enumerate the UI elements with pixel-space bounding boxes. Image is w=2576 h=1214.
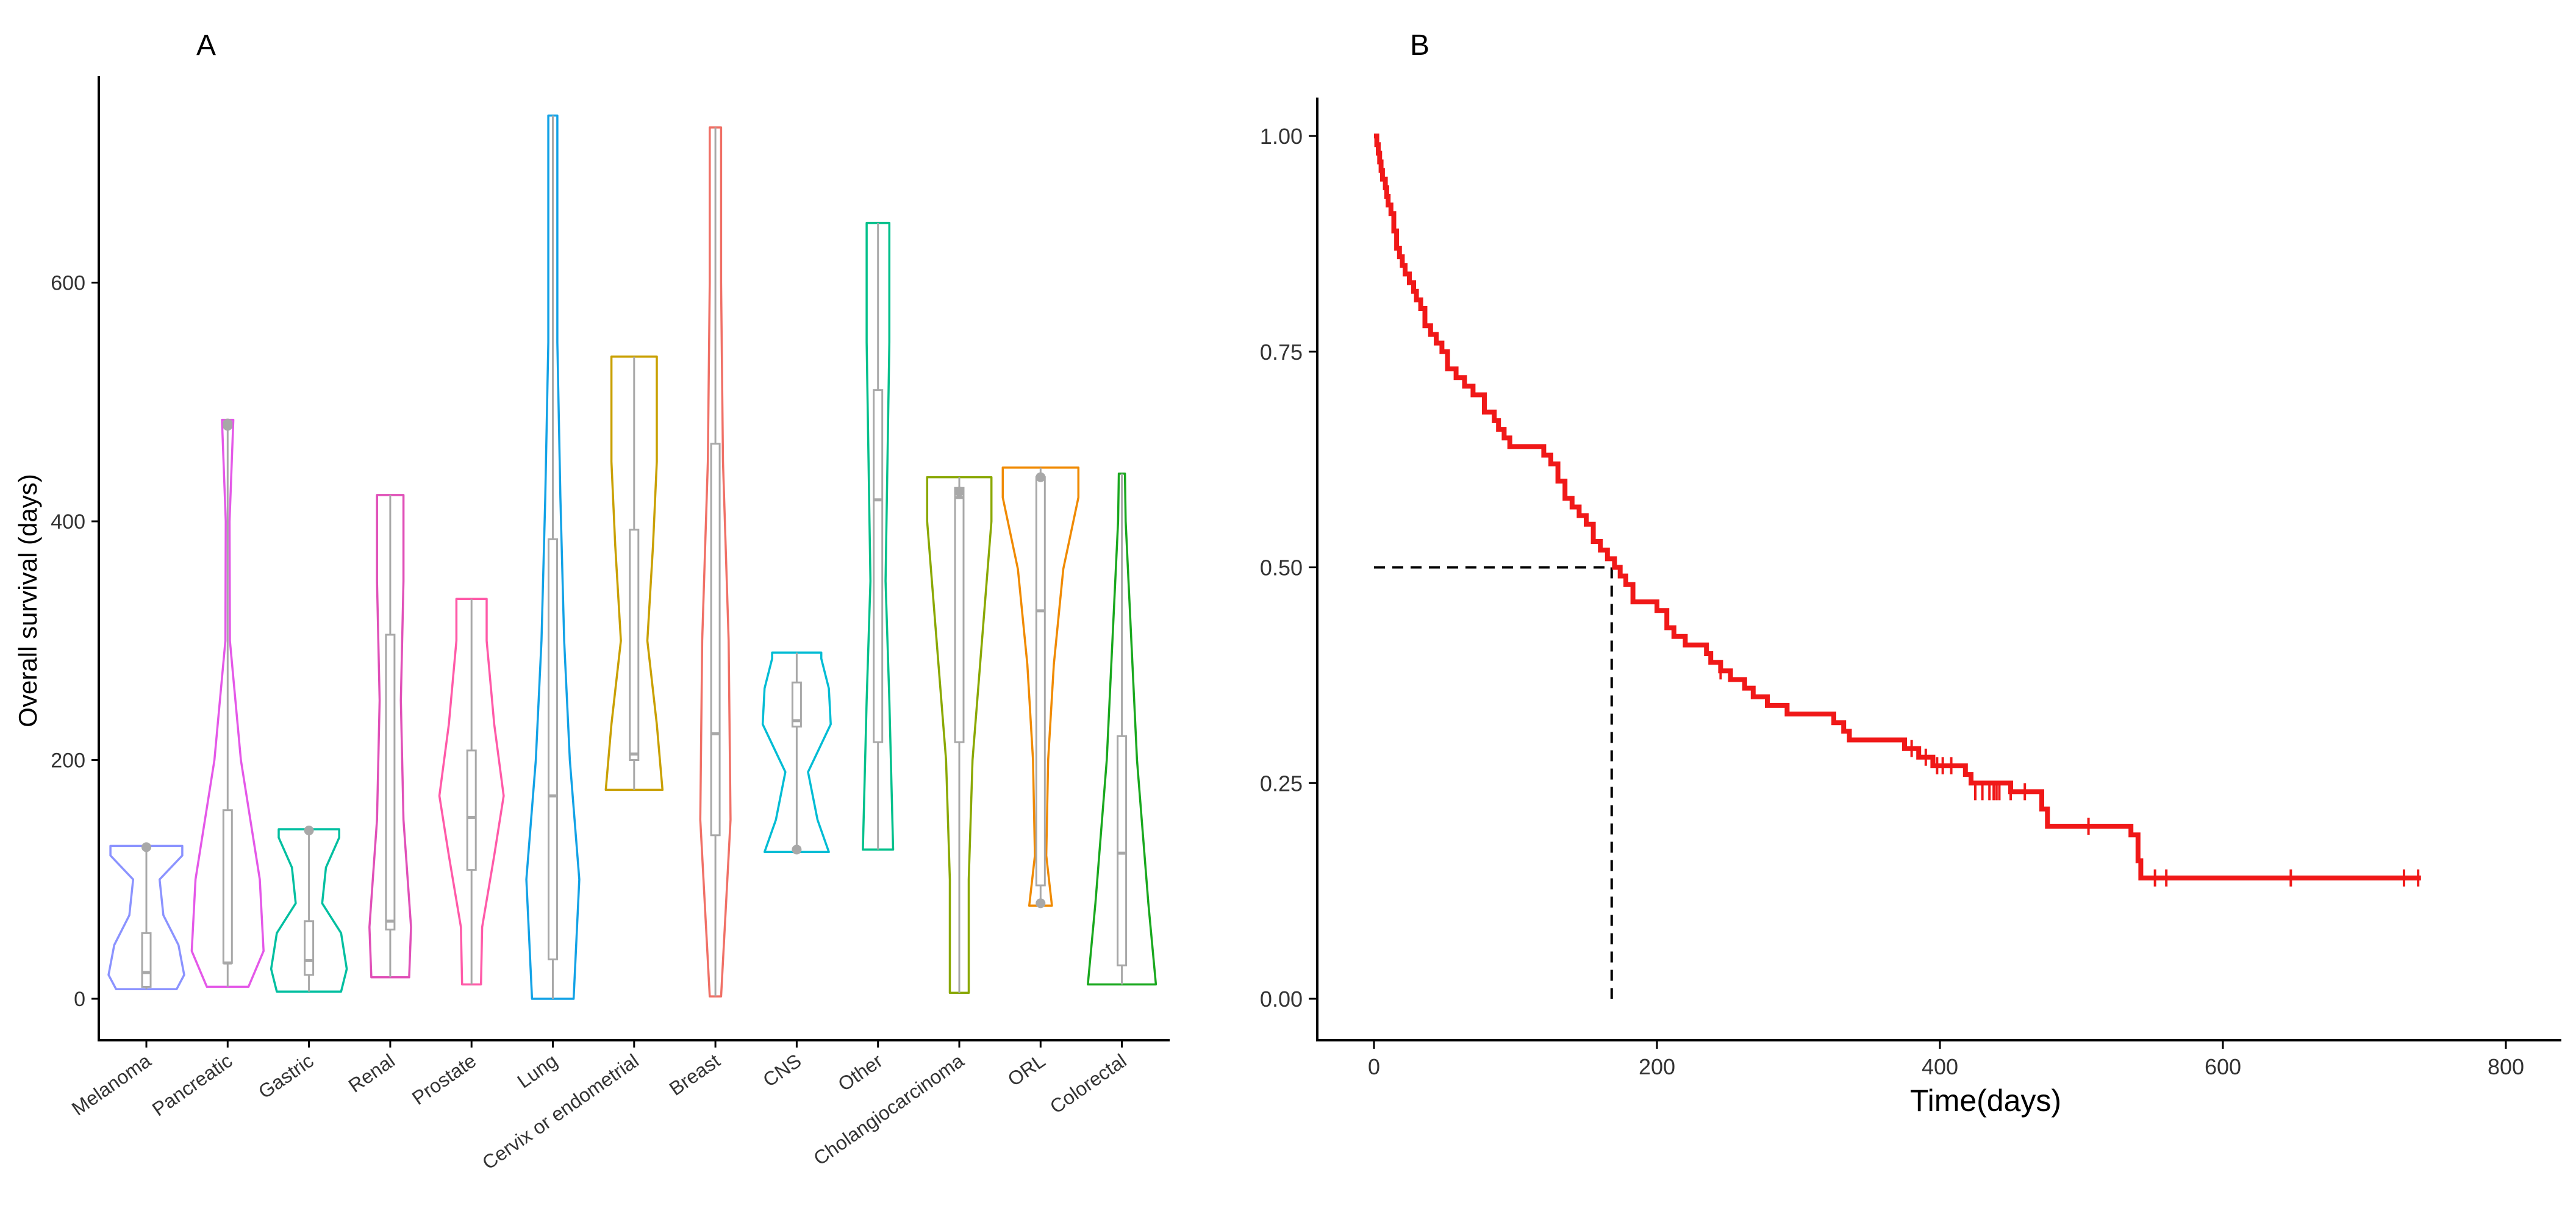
panel-a-x-tick-label: Colorectal — [1046, 1049, 1131, 1118]
violin-breast — [699, 126, 732, 998]
box-iqr — [791, 681, 802, 728]
panel-b-x-tick-label: 200 — [1639, 1054, 1675, 1079]
violin-lung — [525, 114, 581, 1000]
box-iqr — [1117, 735, 1128, 966]
violin-melanoma — [107, 844, 185, 991]
panel-b-x-axis-label: Time(days) — [1910, 1084, 2061, 1118]
panel-b-x-tick-label: 800 — [2488, 1054, 2524, 1079]
panel-a-x-tick-label: Melanoma — [68, 1049, 155, 1119]
violin-pancreatic — [190, 418, 265, 988]
box-iqr — [304, 920, 315, 976]
panel-b-y-tick-label: 1.00 — [1260, 124, 1303, 149]
panel-b-median-lines — [1374, 566, 1613, 999]
violin-gastric — [270, 828, 348, 993]
box-outlier-point — [1036, 472, 1046, 482]
panel-b-y-tick-label: 0.50 — [1260, 555, 1303, 580]
box-outlier-point — [1036, 898, 1046, 909]
box-outlier-point — [141, 842, 151, 852]
panel-b-label: B — [1410, 29, 1429, 62]
panel-a-x-tick-label: Gastric — [254, 1049, 318, 1103]
box-iqr — [1035, 476, 1046, 887]
box-outlier-point — [954, 487, 964, 497]
box-outlier-point — [304, 825, 314, 835]
box-iqr — [548, 538, 558, 960]
panel-b-survival-curve — [1374, 134, 2421, 880]
box-iqr — [141, 932, 152, 988]
panel-a-x-tick-label: Lung — [513, 1049, 562, 1092]
panel-b: B 0 200 400 600 800 0.00 0.25 0.50 0.75 1.00 Time… — [1260, 29, 2561, 1118]
violin-other — [862, 221, 895, 851]
box-outlier-point — [792, 844, 802, 855]
box-iqr — [954, 487, 965, 743]
violin-prostate — [438, 598, 505, 986]
violin-orl — [1001, 466, 1080, 907]
violin-cns — [761, 651, 832, 853]
panel-a-y-tick-label: 0 — [74, 988, 85, 1011]
panel-a-x-tick-label: Pancreatic — [148, 1049, 236, 1120]
box-iqr — [873, 389, 884, 743]
panel-b-x-tick-label: 600 — [2205, 1054, 2241, 1079]
panel-a-x-tick-label: Prostate — [408, 1049, 480, 1109]
panel-a-x-tick-label: Breast — [665, 1049, 724, 1100]
panel-b-ticks: 0 200 400 600 800 0.00 0.25 0.50 0.75 1.00 — [1260, 124, 2524, 1079]
panel-a-x-tick-label: ORL — [1004, 1049, 1050, 1090]
box-iqr — [629, 529, 640, 761]
panel-b-y-tick-label: 0.75 — [1260, 340, 1303, 365]
panel-b-x-tick-label: 0 — [1368, 1054, 1380, 1079]
panel-a-x-tick-label: Cholangiocarcinoma — [809, 1049, 968, 1169]
panel-a: A Overall survival (days) 0 200 400 600 Mel… — [13, 29, 1170, 1174]
panel-a-x-tick-label: Renal — [345, 1049, 399, 1096]
panel-a-x-tick-label: Other — [834, 1049, 887, 1096]
box-iqr — [385, 634, 396, 930]
panel-a-label: A — [196, 29, 216, 62]
panel-b-censor-marks — [1719, 662, 2420, 887]
violin-cholangiocarcinoma — [926, 476, 993, 994]
box-iqr — [710, 443, 721, 837]
panel-a-y-ticks: 0 200 400 600 — [51, 272, 99, 1011]
violin-cervix-or-endometrial — [604, 355, 664, 791]
survival-curve-line — [1374, 134, 2421, 880]
box-iqr — [222, 809, 233, 964]
panel-b-y-tick-label: 0.00 — [1260, 987, 1303, 1012]
panel-a-y-tick-label: 600 — [51, 272, 85, 295]
panel-a-violins — [107, 114, 1157, 1000]
violin-renal — [368, 494, 412, 979]
box-outlier-point — [223, 418, 233, 429]
panel-a-y-axis-label: Overall survival (days) — [13, 474, 42, 727]
panel-a-y-tick-label: 400 — [51, 510, 85, 534]
panel-a-x-tick-label: CNS — [759, 1049, 805, 1091]
panel-b-x-tick-label: 400 — [1922, 1054, 1958, 1079]
panel-a-y-tick-label: 200 — [51, 749, 85, 773]
panel-b-y-tick-label: 0.25 — [1260, 771, 1303, 796]
violin-colorectal — [1087, 472, 1157, 986]
box-iqr — [466, 749, 477, 871]
